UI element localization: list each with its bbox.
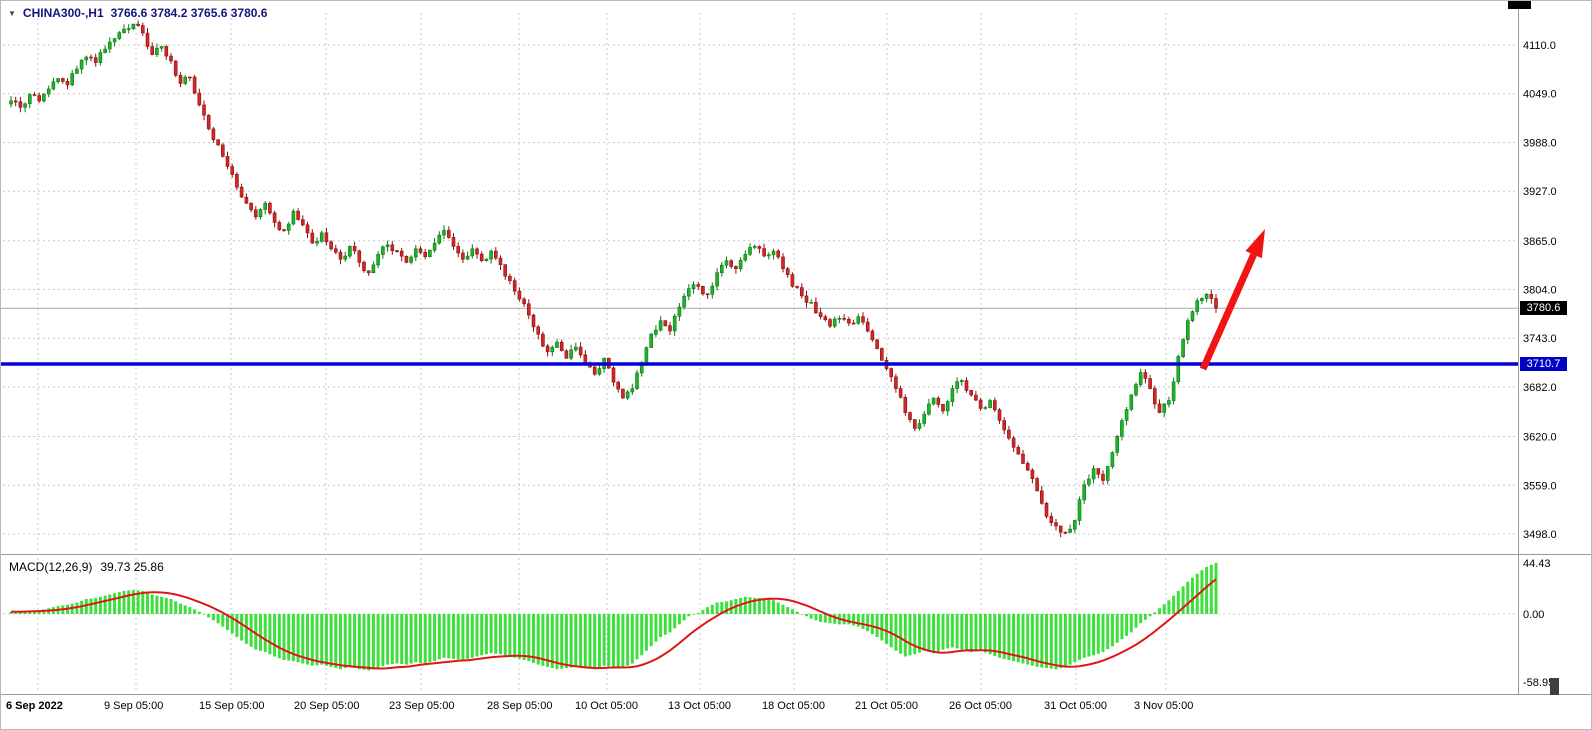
price-axis-label[interactable]: 3682.0 <box>1523 382 1557 394</box>
macd-axis-label[interactable]: 0.00 <box>1523 609 1544 621</box>
time-axis-label[interactable]: 13 Oct 05:00 <box>668 700 731 712</box>
price-axis-label[interactable]: 3743.0 <box>1523 333 1557 345</box>
macd-indicator-values: 39.73 25.86 <box>100 560 164 574</box>
time-axis-label[interactable]: 20 Sep 05:00 <box>294 700 359 712</box>
support-price-badge: 3710.7 <box>1520 357 1567 372</box>
axis-scroll-marker <box>1550 678 1559 695</box>
time-axis-label[interactable]: 3 Nov 05:00 <box>1134 700 1193 712</box>
macd-axis-label[interactable]: -58.95 <box>1523 677 1554 689</box>
price-axis-label[interactable]: 4049.0 <box>1523 89 1557 101</box>
price-axis-label[interactable]: 3559.0 <box>1523 480 1557 492</box>
trend-arrow-annotation[interactable] <box>1199 229 1265 371</box>
price-axis-label[interactable]: 3988.0 <box>1523 137 1557 149</box>
scroll-marker-top <box>1508 1 1531 9</box>
time-axis-label[interactable]: 15 Sep 05:00 <box>199 700 264 712</box>
time-axis-label[interactable]: 21 Oct 05:00 <box>855 700 918 712</box>
time-axis-label[interactable]: 6 Sep 2022 <box>6 700 63 712</box>
price-axis-label[interactable]: 3804.0 <box>1523 285 1557 297</box>
time-axis-label[interactable]: 23 Sep 05:00 <box>389 700 454 712</box>
time-axis-label[interactable]: 10 Oct 05:00 <box>575 700 638 712</box>
price-axis-label[interactable]: 3620.0 <box>1523 432 1557 444</box>
price-axis-label[interactable]: 3927.0 <box>1523 186 1557 198</box>
time-axis-label[interactable]: 9 Sep 05:00 <box>104 700 163 712</box>
time-axis-label[interactable]: 26 Oct 05:00 <box>949 700 1012 712</box>
macd-indicator-label: MACD(12,26,9) 39.73 25.86 <box>9 560 164 574</box>
price-axis-label[interactable]: 4110.0 <box>1523 40 1556 52</box>
time-axis-label[interactable]: 18 Oct 05:00 <box>762 700 825 712</box>
price-axis-label[interactable]: 3865.0 <box>1523 236 1557 248</box>
symbol-dropdown-icon[interactable]: ▼ <box>8 8 16 18</box>
macd-axis-label[interactable]: 44.43 <box>1523 558 1551 570</box>
current-price-badge: 3780.6 <box>1520 301 1567 316</box>
price-axis-label[interactable]: 3498.0 <box>1523 529 1557 541</box>
time-axis-label[interactable]: 31 Oct 05:00 <box>1044 700 1107 712</box>
time-axis-label[interactable]: 28 Sep 05:00 <box>487 700 552 712</box>
symbol-title: CHINA300-,H1 <box>22 6 104 20</box>
chart-header: ▼ CHINA300-,H1 3766.6 3784.2 3765.6 3780… <box>8 6 267 20</box>
ohlc-values: 3766.6 3784.2 3765.6 3780.6 <box>110 6 268 20</box>
macd-indicator-name: MACD(12,26,9) <box>9 560 93 574</box>
